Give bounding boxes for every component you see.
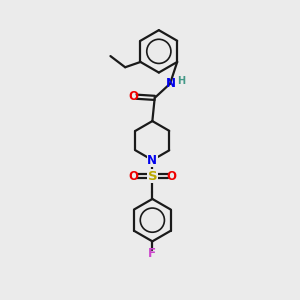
Text: S: S bbox=[148, 170, 157, 183]
Text: N: N bbox=[166, 77, 176, 90]
Text: H: H bbox=[177, 76, 185, 86]
Text: O: O bbox=[128, 90, 138, 103]
Text: F: F bbox=[148, 247, 156, 260]
Text: N: N bbox=[147, 154, 158, 166]
Text: O: O bbox=[128, 170, 138, 183]
Text: O: O bbox=[167, 170, 176, 183]
